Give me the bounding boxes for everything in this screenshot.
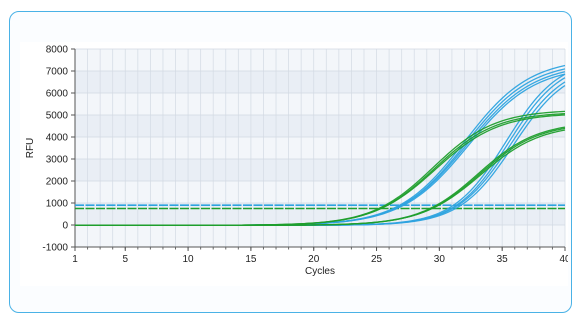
amplification-plot: -1000 0 1000 2000 3000 4000 5000 6000 7000 8000 1 5… <box>20 42 571 286</box>
threshold-lines <box>75 204 565 210</box>
grid-band <box>75 203 565 225</box>
y-tick-label: 7000 <box>46 67 69 78</box>
y-tick-label: 0 <box>62 221 68 232</box>
amplification-curve-green[interactable] <box>75 129 566 226</box>
y-tick-label: 8000 <box>46 45 69 56</box>
y-tick-label: 2000 <box>46 177 69 188</box>
grid <box>74 48 566 248</box>
grid-band <box>75 115 565 137</box>
amplification-curves <box>75 64 566 226</box>
y-axis-label: RFU <box>25 138 36 159</box>
y-tick-label: 4000 <box>46 133 69 144</box>
y-tick-label: -1000 <box>42 243 68 254</box>
x-axis-label: Cycles <box>305 266 335 277</box>
x-tick-label: 35 <box>497 254 509 265</box>
x-tick-label: 15 <box>245 254 257 265</box>
grid-band <box>75 71 565 93</box>
x-tick-label: 40 <box>559 254 568 265</box>
x-tick-label: 20 <box>308 254 320 265</box>
y-tick-label: 1000 <box>46 199 69 210</box>
x-tick-label: 1 <box>72 254 78 265</box>
x-tick-label: 25 <box>371 254 383 265</box>
x-tick-label: 30 <box>434 254 446 265</box>
x-tick-label: 5 <box>122 254 128 265</box>
y-tick-label: 3000 <box>46 155 69 166</box>
y-tick-label: 5000 <box>46 111 69 122</box>
y-tick-label: 6000 <box>46 89 69 100</box>
x-tick-label: 10 <box>183 254 195 265</box>
